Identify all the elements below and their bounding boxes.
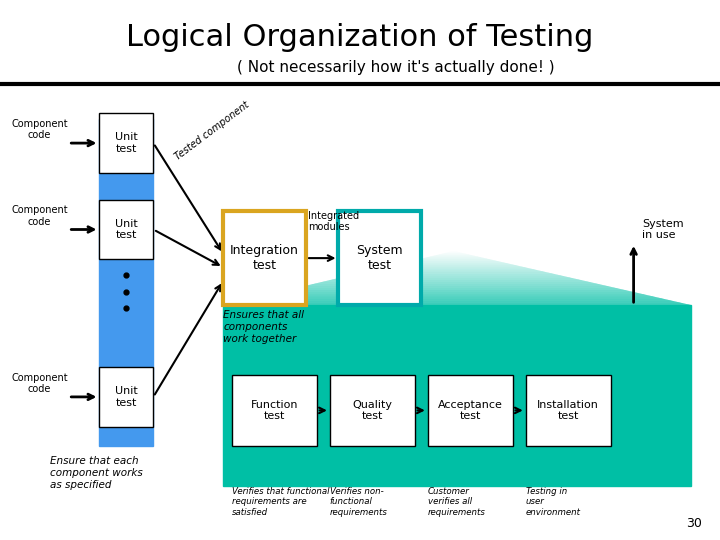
FancyBboxPatch shape <box>330 375 415 445</box>
PathPatch shape <box>310 284 602 285</box>
Text: Unit
test: Unit test <box>114 132 138 154</box>
PathPatch shape <box>240 300 673 301</box>
Text: Component
code: Component code <box>12 205 68 227</box>
PathPatch shape <box>272 293 641 294</box>
PathPatch shape <box>318 282 593 283</box>
PathPatch shape <box>428 256 480 257</box>
Text: System
test: System test <box>356 244 403 272</box>
PathPatch shape <box>266 294 647 295</box>
PathPatch shape <box>292 288 620 289</box>
PathPatch shape <box>307 285 605 286</box>
PathPatch shape <box>249 298 665 299</box>
Text: Logical Organization of Testing: Logical Organization of Testing <box>126 23 594 52</box>
Text: Unit
test: Unit test <box>114 219 138 240</box>
PathPatch shape <box>361 272 549 273</box>
FancyBboxPatch shape <box>99 367 153 427</box>
Text: Verifies that functional
requirements are
satisfied: Verifies that functional requirements ar… <box>232 487 329 517</box>
PathPatch shape <box>442 253 466 254</box>
PathPatch shape <box>321 281 590 282</box>
PathPatch shape <box>281 291 632 292</box>
Text: Integrated
modules: Integrated modules <box>308 211 359 232</box>
PathPatch shape <box>353 274 557 275</box>
PathPatch shape <box>246 299 667 300</box>
FancyBboxPatch shape <box>526 375 611 445</box>
Text: Ensures that all
components
work together: Ensures that all components work togethe… <box>223 310 304 343</box>
Text: Integration
test: Integration test <box>230 244 299 272</box>
Text: Component
code: Component code <box>12 119 68 140</box>
Text: System
in use: System in use <box>642 219 684 240</box>
PathPatch shape <box>396 264 513 265</box>
FancyBboxPatch shape <box>99 200 153 259</box>
FancyBboxPatch shape <box>99 119 153 446</box>
PathPatch shape <box>295 287 617 288</box>
PathPatch shape <box>422 258 486 259</box>
Text: ( Not necessarily how it's actually done! ): ( Not necessarily how it's actually done… <box>237 60 555 75</box>
Text: Component
code: Component code <box>12 373 68 394</box>
PathPatch shape <box>387 266 522 267</box>
PathPatch shape <box>416 259 492 260</box>
PathPatch shape <box>255 297 659 298</box>
PathPatch shape <box>445 252 462 253</box>
PathPatch shape <box>399 263 510 264</box>
PathPatch shape <box>327 280 585 281</box>
Text: Verifies non-
functional
requirements: Verifies non- functional requirements <box>330 487 387 517</box>
Text: Customer
verifies all
requirements: Customer verifies all requirements <box>428 487 485 517</box>
PathPatch shape <box>232 302 683 303</box>
FancyBboxPatch shape <box>99 113 153 173</box>
PathPatch shape <box>436 254 472 255</box>
PathPatch shape <box>402 262 507 263</box>
Text: Testing in
user
environment: Testing in user environment <box>526 487 580 517</box>
PathPatch shape <box>390 265 519 266</box>
PathPatch shape <box>336 278 575 279</box>
PathPatch shape <box>258 296 655 297</box>
Text: Ensure that each
component works
as specified: Ensure that each component works as spec… <box>50 456 143 489</box>
PathPatch shape <box>347 275 564 276</box>
PathPatch shape <box>287 289 626 291</box>
Text: Installation
test: Installation test <box>537 400 599 421</box>
FancyBboxPatch shape <box>338 211 421 305</box>
Text: Quality
test: Quality test <box>352 400 392 421</box>
PathPatch shape <box>408 261 501 262</box>
PathPatch shape <box>333 279 578 280</box>
PathPatch shape <box>433 255 474 256</box>
PathPatch shape <box>356 273 554 274</box>
PathPatch shape <box>315 283 596 284</box>
PathPatch shape <box>238 301 676 302</box>
PathPatch shape <box>425 257 483 258</box>
FancyBboxPatch shape <box>232 375 317 445</box>
PathPatch shape <box>382 267 528 268</box>
Text: Unit
test: Unit test <box>114 386 138 408</box>
PathPatch shape <box>301 286 611 287</box>
PathPatch shape <box>410 260 498 261</box>
PathPatch shape <box>264 295 649 296</box>
PathPatch shape <box>341 276 570 278</box>
FancyBboxPatch shape <box>223 305 691 486</box>
FancyBboxPatch shape <box>223 211 306 305</box>
PathPatch shape <box>370 270 540 271</box>
PathPatch shape <box>226 303 688 305</box>
Text: Tested component: Tested component <box>173 99 251 162</box>
PathPatch shape <box>373 269 537 270</box>
Text: 30: 30 <box>686 517 702 530</box>
PathPatch shape <box>451 251 456 252</box>
Text: Acceptance
test: Acceptance test <box>438 400 503 421</box>
PathPatch shape <box>364 271 546 272</box>
FancyBboxPatch shape <box>428 375 513 445</box>
PathPatch shape <box>275 292 638 293</box>
PathPatch shape <box>376 268 534 269</box>
Text: Function
test: Function test <box>251 400 298 421</box>
